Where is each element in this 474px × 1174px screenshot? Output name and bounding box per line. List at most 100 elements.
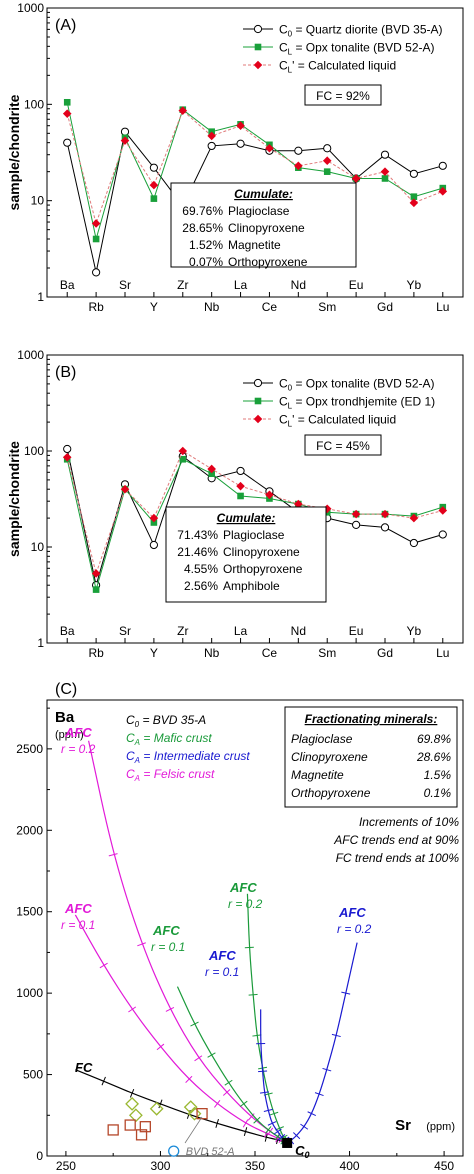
x-tick-label: Sm (318, 300, 336, 314)
x-tick-label: Nb (204, 300, 220, 314)
increment-tick (222, 1089, 231, 1096)
legend-text: C (126, 767, 135, 781)
legend-subscript: 0 (288, 30, 293, 39)
legend-text: C (279, 413, 288, 427)
increment-tick (242, 1119, 249, 1128)
legend-subscript: 0 (135, 720, 140, 729)
trend-r-value: r = 0.1 (61, 918, 95, 932)
mineral-percent: 28.6% (416, 750, 451, 764)
x-tick-label: 250 (56, 1159, 76, 1173)
increment-tick (253, 1116, 261, 1124)
y-axis-unit: (ppm) (55, 729, 84, 741)
increment-tick (293, 1132, 301, 1140)
x-tick-label: Yb (407, 278, 422, 292)
x-tick-label: Zr (177, 278, 188, 292)
cumulate-mineral: Orthopyroxene (228, 255, 308, 269)
y-axis-label: sample/chondrite (6, 441, 22, 557)
cumulate-title: Cumulate: (217, 511, 276, 525)
legend-text: ' = Calculated liquid (292, 413, 396, 427)
data-point-calculated (294, 499, 303, 509)
mineral-percent: 0.1% (424, 786, 452, 800)
x-tick-label: Ba (60, 624, 75, 638)
data-point-calculated (62, 109, 72, 118)
data-point-calculated (207, 464, 216, 474)
data-point-calculated (236, 121, 245, 131)
trend-curve-0 (75, 1069, 288, 1144)
increment-tick (269, 1111, 279, 1116)
trend-r-value: r = 0.2 (228, 897, 263, 911)
increment-tick (158, 1099, 163, 1109)
legend-entry-2: CL' = Calculated liquid (279, 413, 396, 429)
x-tick-label: La (234, 278, 248, 292)
trend-label: AFC (338, 905, 366, 920)
trend-r-value: r = 0.2 (61, 742, 96, 756)
legend-subscript: L (288, 402, 293, 411)
legend-subscript: A (134, 756, 140, 765)
data-point-calculated (380, 167, 390, 176)
plot-frame (46, 354, 464, 644)
legend-entry-1: CA = Mafic crust (126, 731, 212, 747)
c0-label-subscript: 0 (305, 1150, 310, 1160)
y-tick-label: 1500 (16, 905, 43, 919)
cumulate-mineral: Plagioclase (223, 528, 285, 542)
data-point-c0 (120, 127, 130, 136)
increment-tick (322, 1067, 332, 1072)
legend-text: = Opx tonalite (BVD 52-A) (292, 41, 434, 55)
increment-tick (258, 1070, 268, 1073)
series-line-0 (66, 130, 443, 273)
x-tick-label: Y (150, 300, 158, 314)
cumulate-mineral: Magnetite (228, 238, 281, 252)
fc-annotation: FC = 45% (316, 439, 370, 453)
data-point-calculated (409, 198, 419, 208)
increment-tick (248, 993, 258, 996)
x-tick-label: Sr (119, 278, 131, 292)
legend-text: C (126, 713, 135, 727)
increment-tick (279, 1134, 288, 1140)
mineral-percent: 69.8% (417, 732, 451, 746)
legend-text: C (279, 59, 288, 73)
increment-tick (165, 1006, 175, 1012)
data-point-c0 (149, 163, 158, 172)
increment-tick (244, 946, 254, 949)
legend-text: = Mafic crust (140, 731, 212, 745)
x-tick-label: Ce (262, 300, 278, 314)
x-tick-label: Gd (377, 300, 393, 314)
x-tick-label: Ba (60, 278, 75, 292)
data-point-calculated (265, 143, 274, 153)
cumulate-mineral: Orthopyroxene (223, 562, 303, 576)
cumulate-percent: 4.55% (184, 562, 218, 576)
sample-square (139, 1121, 151, 1133)
data-point-c0 (380, 150, 390, 159)
increment-tick (99, 962, 108, 969)
y-tick-label: 1 (37, 636, 44, 650)
data-point-calculated (149, 513, 159, 523)
increment-tick (129, 1088, 135, 1098)
data-point-calculated (265, 490, 274, 500)
c0-point (282, 1137, 293, 1148)
bvd52a-point (168, 1145, 180, 1157)
y-tick-label: 2500 (16, 742, 43, 756)
increment-tick (224, 1079, 233, 1086)
mineral-name: Magnetite (291, 768, 344, 782)
x-tick-label: Sr (119, 624, 131, 638)
increment-tick (194, 1055, 203, 1062)
legend-marker-cl (254, 397, 262, 405)
y-tick-label: 2000 (16, 823, 43, 837)
series-line-1 (66, 458, 443, 590)
data-point-c0 (438, 530, 447, 539)
legend-text: = Quartz diorite (BVD 35-A) (292, 23, 442, 37)
data-point-calculated (149, 180, 159, 190)
y-tick-label: 10 (31, 194, 45, 208)
increment-tick (239, 1100, 248, 1108)
y-tick-label: 0 (36, 1149, 43, 1163)
trend-r-value: r = 0.1 (151, 940, 185, 954)
x-tick-label: 300 (150, 1159, 170, 1173)
trend-label: AFC (152, 923, 180, 938)
cumulate-mineral: Clinopyroxene (228, 221, 305, 235)
increment-tick (185, 1075, 193, 1083)
data-point-calculated (380, 509, 390, 519)
data-point-cl (63, 98, 71, 106)
increment-tick (307, 1111, 317, 1117)
legend-text: C (279, 23, 288, 37)
